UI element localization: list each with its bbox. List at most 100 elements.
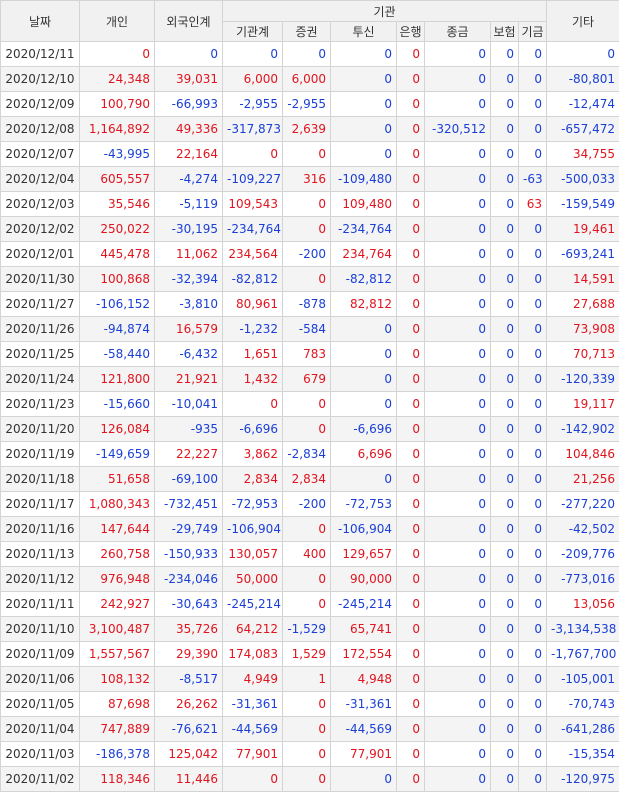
cell-investment-trust: 0 (330, 116, 397, 142)
table-row[interactable]: 2020/11/04 747,889 -76,621 -44,569 0 -44,569 0… (0, 716, 619, 742)
cell-date: 2020/11/23 (0, 391, 80, 417)
table-row[interactable]: 2020/11/16 147,644 -29,749 -106,904 0 -106,90… (0, 516, 619, 542)
header-institution-total[interactable]: 기관계 (222, 21, 283, 42)
cell-institution-total: -72,953 (222, 491, 283, 517)
header-securities[interactable]: 증권 (282, 21, 331, 42)
cell-other: 27,688 (546, 291, 619, 317)
cell-date: 2020/11/27 (0, 291, 80, 317)
cell-investment-trust: 65,741 (330, 616, 397, 642)
cell-merchant-bank: 0 (424, 66, 491, 92)
header-insurance[interactable]: 보험 (490, 21, 519, 42)
cell-bank: 0 (396, 191, 425, 217)
cell-foreign: -234,046 (154, 566, 223, 592)
table-row[interactable]: 2020/12/03 35,546 -5,119 109,543 0 109,480 0 0 0… (0, 191, 619, 217)
cell-institution-total: 64,212 (222, 616, 283, 642)
table-row[interactable]: 2020/12/01 445,478 11,062 234,564 -200 234,76… (0, 241, 619, 267)
table-row[interactable]: 2020/11/19 -149,659 22,227 3,862 -2,834 6,696… (0, 441, 619, 467)
table-row[interactable]: 2020/11/23 -15,660 -10,041 0 0 0 0 0 0 0 19,117 (0, 391, 619, 417)
cell-other: -277,220 (546, 491, 619, 517)
cell-individual: 1,164,892 (79, 116, 155, 142)
cell-investment-trust: 0 (330, 91, 397, 117)
cell-date: 2020/11/06 (0, 666, 80, 692)
cell-other: 19,117 (546, 391, 619, 417)
cell-individual: 242,927 (79, 591, 155, 617)
table-row[interactable]: 2020/11/30 100,868 -32,394 -82,812 0 -82,812 0… (0, 266, 619, 292)
header-investment-trust[interactable]: 투신 (330, 21, 397, 42)
header-date[interactable]: 날짜 (0, 0, 80, 42)
cell-institution-total: -2,955 (222, 91, 283, 117)
table-row[interactable]: 2020/11/10 3,100,487 35,726 64,212 -1,529 65,… (0, 616, 619, 642)
cell-securities: 1,529 (282, 641, 331, 667)
table-row[interactable]: 2020/11/20 126,084 -935 -6,696 0 -6,696 0 0 0 0 -1… (0, 416, 619, 442)
table-row[interactable]: 2020/12/08 1,164,892 49,336 -317,873 2,639 0 0… (0, 116, 619, 142)
header-fund[interactable]: 기금 (517, 21, 548, 42)
cell-securities: 679 (282, 366, 331, 392)
cell-bank: 0 (396, 391, 425, 417)
cell-securities: 0 (282, 416, 331, 442)
cell-individual: 35,546 (79, 191, 155, 217)
cell-securities: 2,639 (282, 116, 331, 142)
cell-securities: 0 (282, 566, 331, 592)
table-row[interactable]: 2020/11/25 -58,440 -6,432 1,651 783 0 0 0 0 0 70,7… (0, 341, 619, 367)
cell-individual: 260,758 (79, 541, 155, 567)
cell-merchant-bank: 0 (424, 491, 491, 517)
cell-securities: -2,834 (282, 441, 331, 467)
cell-other: -105,001 (546, 666, 619, 692)
cell-merchant-bank: 0 (424, 241, 491, 267)
cell-institution-total: 77,901 (222, 741, 283, 767)
cell-date: 2020/12/01 (0, 241, 80, 267)
table-row[interactable]: 2020/12/04 605,557 -4,274 -109,227 316 -109,4… (0, 166, 619, 192)
table-row[interactable]: 2020/11/18 51,658 -69,100 2,834 2,834 0 0 0 0 0 21… (0, 466, 619, 492)
header-individual[interactable]: 개인 (79, 0, 155, 42)
cell-fund: 0 (517, 466, 548, 492)
cell-foreign: -935 (154, 416, 223, 442)
table-row[interactable]: 2020/11/26 -94,874 16,579 -1,232 -584 0 0 0 0 0 73… (0, 316, 619, 342)
table-row[interactable]: 2020/12/11 0 0 0 0 0 0 0 0 0 0 (0, 41, 619, 67)
cell-insurance: 0 (490, 91, 519, 117)
table-row[interactable]: 2020/11/11 242,927 -30,643 -245,214 0 -245,21… (0, 591, 619, 617)
cell-insurance: 0 (490, 191, 519, 217)
cell-securities: -200 (282, 241, 331, 267)
table-row[interactable]: 2020/11/06 108,132 -8,517 4,949 1 4,948 0 0 0 0 -1… (0, 666, 619, 692)
header-other[interactable]: 기타 (546, 0, 619, 42)
cell-other: -3,134,538 (546, 616, 619, 642)
cell-foreign: -32,394 (154, 266, 223, 292)
cell-institution-total: -106,904 (222, 516, 283, 542)
cell-insurance: 0 (490, 341, 519, 367)
cell-institution-total: -317,873 (222, 116, 283, 142)
cell-individual: 976,948 (79, 566, 155, 592)
table-row[interactable]: 2020/11/03 -186,378 125,042 77,901 0 77,901 0 0… (0, 741, 619, 767)
table-row[interactable]: 2020/11/13 260,758 -150,933 130,057 400 129,6… (0, 541, 619, 567)
header-merchant-bank[interactable]: 종금 (424, 21, 491, 42)
cell-foreign: 0 (154, 41, 223, 67)
cell-bank: 0 (396, 716, 425, 742)
cell-foreign: -732,451 (154, 491, 223, 517)
table-row[interactable]: 2020/11/02 118,346 11,446 0 0 0 0 0 0 0 -120,975 (0, 766, 619, 792)
cell-institution-total: 0 (222, 391, 283, 417)
cell-insurance: 0 (490, 691, 519, 717)
cell-insurance: 0 (490, 541, 519, 567)
header-foreign[interactable]: 외국인계 (154, 0, 223, 42)
cell-date: 2020/11/30 (0, 266, 80, 292)
cell-date: 2020/11/11 (0, 591, 80, 617)
table-row[interactable]: 2020/12/10 24,348 39,031 6,000 6,000 0 0 0 0 0 -80… (0, 66, 619, 92)
cell-foreign: -66,993 (154, 91, 223, 117)
table-row[interactable]: 2020/11/17 1,080,343 -732,451 -72,953 -200 -7… (0, 491, 619, 517)
cell-bank: 0 (396, 241, 425, 267)
header-bank[interactable]: 은행 (396, 21, 425, 42)
table-row[interactable]: 2020/12/07 -43,995 22,164 0 0 0 0 0 0 0 34,755 (0, 141, 619, 167)
cell-fund: 0 (517, 391, 548, 417)
cell-date: 2020/11/25 (0, 341, 80, 367)
cell-insurance: 0 (490, 466, 519, 492)
cell-insurance: 0 (490, 616, 519, 642)
table-row[interactable]: 2020/11/09 1,557,567 29,390 174,083 1,529 172… (0, 641, 619, 667)
table-row[interactable]: 2020/12/02 250,022 -30,195 -234,764 0 -234,76… (0, 216, 619, 242)
table-row[interactable]: 2020/11/27 -106,152 -3,810 80,961 -878 82,812… (0, 291, 619, 317)
table-row[interactable]: 2020/12/09 100,790 -66,993 -2,955 -2,955 0 0 0 0… (0, 91, 619, 117)
table-row[interactable]: 2020/11/05 87,698 26,262 -31,361 0 -31,361 0 0 0… (0, 691, 619, 717)
table-row[interactable]: 2020/11/12 976,948 -234,046 50,000 0 90,000 0 0… (0, 566, 619, 592)
cell-individual: 118,346 (79, 766, 155, 792)
table-row[interactable]: 2020/11/24 121,800 21,921 1,432 679 0 0 0 0 0 -120… (0, 366, 619, 392)
cell-merchant-bank: 0 (424, 291, 491, 317)
cell-merchant-bank: 0 (424, 166, 491, 192)
